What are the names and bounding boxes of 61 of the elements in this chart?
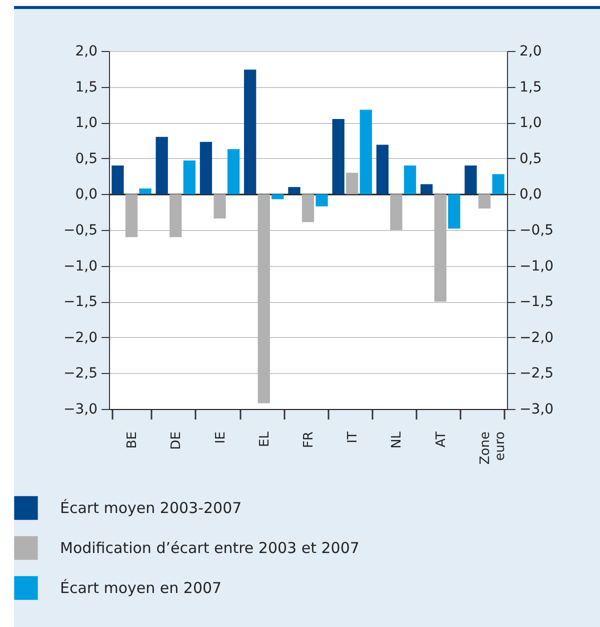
bar (420, 184, 433, 194)
y2-tick-label: 1,0 (520, 115, 542, 132)
y2-tick-label: 0,0 (520, 186, 542, 203)
bar (244, 70, 256, 194)
y-tick-label: −1,0 (64, 258, 98, 274)
x-tick-label: BE (125, 432, 140, 449)
bar (214, 194, 226, 219)
y2-tick-label: −2,0 (520, 330, 554, 346)
x-tick-label: FR (302, 432, 316, 448)
bar (390, 194, 402, 230)
bar (170, 194, 182, 238)
bar (448, 194, 460, 229)
y-tick-label: −2,0 (64, 330, 98, 346)
y-tick-label: −1,5 (64, 294, 98, 310)
y2-tick-label: −0,5 (520, 222, 554, 238)
y2-tick-label: −1,5 (520, 294, 554, 310)
bar (316, 194, 328, 206)
bar (346, 172, 358, 194)
bar (272, 194, 284, 200)
bar (288, 187, 300, 194)
bar (125, 194, 138, 238)
bar (434, 194, 446, 302)
bar (464, 166, 477, 194)
legend-label: Modification d’écart entre 2003 et 2007 (60, 539, 360, 557)
bar (302, 194, 314, 222)
x-tick-label: Zone euro (478, 431, 508, 465)
x-tick-label: AT (434, 431, 449, 448)
y2-tick-label: −1,0 (520, 258, 554, 274)
x-tick-label: EL (257, 430, 272, 447)
bar (376, 144, 389, 194)
x-tick-label: DE (169, 432, 184, 450)
x-tick-label: IE (213, 432, 228, 444)
bar (258, 194, 270, 404)
bar (492, 174, 504, 194)
bar (156, 136, 168, 194)
y2-tick-label: 0,5 (520, 150, 542, 167)
x-tick-label: NL (390, 430, 405, 448)
y2-tick-label: −2,5 (520, 366, 554, 382)
y-tick-label: −2,5 (64, 366, 98, 382)
y2-tick-label: −3,0 (520, 402, 554, 418)
legend-label: Écart moyen 2003-2007 (60, 499, 242, 517)
y2-tick-label: 1,5 (520, 79, 542, 96)
bar (112, 166, 124, 194)
bar (332, 119, 344, 194)
y-tick-label: −3,0 (64, 402, 98, 418)
y-tick-label: 1,5 (75, 79, 98, 96)
bar (404, 166, 416, 194)
y-tick-label: 1,0 (75, 115, 98, 132)
bar (200, 142, 212, 194)
y-tick-label: 0,5 (75, 150, 98, 167)
y-tick-label: −0,5 (64, 222, 98, 238)
y2-tick-label: 2,0 (520, 44, 542, 60)
bar (183, 160, 196, 194)
bar (360, 110, 372, 194)
bar (478, 194, 491, 209)
x-tick-label: IT (346, 431, 361, 444)
y-tick-label: 2,0 (75, 44, 98, 60)
legend-label: Écart moyen en 2007 (60, 579, 222, 597)
bar (139, 188, 152, 194)
bar (227, 149, 240, 194)
y-tick-label: 0,0 (75, 186, 98, 203)
